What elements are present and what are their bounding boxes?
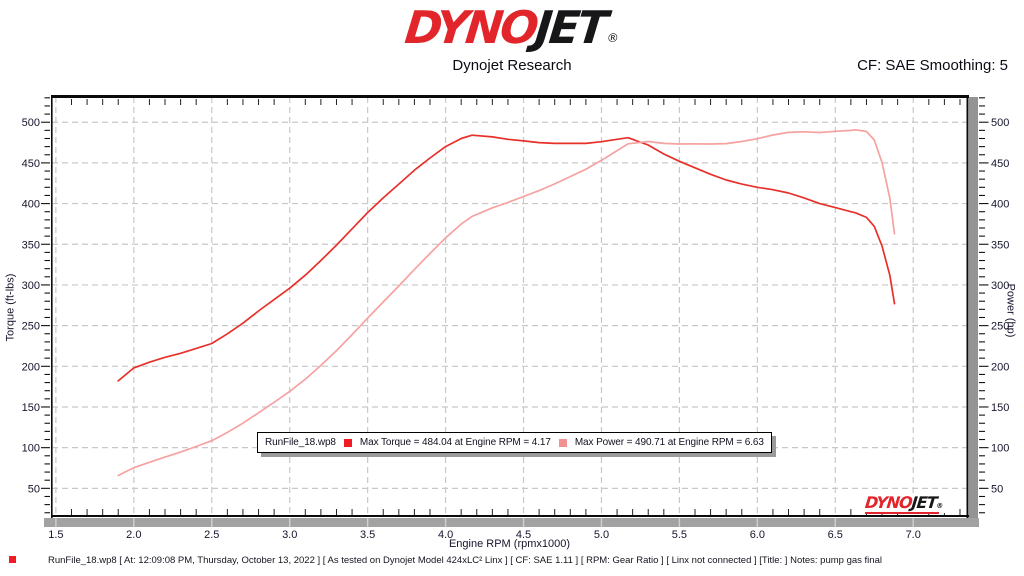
svg-text:250: 250	[22, 321, 40, 333]
power-swatch	[558, 438, 567, 447]
y-axis-ticks: 50 50 100 100 150 150 200 200 250 250 300 300 350 350…	[22, 97, 1009, 514]
svg-text:3.0: 3.0	[282, 529, 297, 541]
dynojet-watermark: DYNOJET®	[861, 493, 948, 514]
svg-text:500: 500	[22, 117, 40, 129]
svg-text:350: 350	[22, 239, 40, 251]
gridlines	[52, 97, 967, 516]
svg-text:1.5: 1.5	[48, 529, 63, 541]
torque-swatch	[343, 438, 352, 447]
max-power-label: Max Power = 490.71 at Engine RPM = 6.63	[574, 437, 764, 448]
svg-text:150: 150	[22, 402, 40, 414]
svg-text:6.5: 6.5	[828, 529, 843, 541]
svg-text:300: 300	[991, 280, 1009, 292]
x-axis-ticks: 1.5 2.0 2.5 3.0 3.5 4.0 4.5 5.0 5.5 6.0 6.5 7.0	[48, 518, 921, 541]
svg-text:350: 350	[991, 239, 1009, 251]
svg-text:100: 100	[22, 443, 40, 455]
legend-file-name: RunFile_18.wp8	[265, 437, 336, 448]
svg-text:4.5: 4.5	[516, 529, 531, 541]
svg-text:400: 400	[991, 199, 1009, 211]
watermark-registered-icon: ®	[935, 502, 944, 510]
svg-text:7.0: 7.0	[906, 529, 921, 541]
svg-text:3.5: 3.5	[360, 529, 375, 541]
watermark-red-underline	[864, 511, 940, 514]
watermark-jet-text: JET	[910, 493, 938, 512]
svg-text:50: 50	[991, 483, 1003, 495]
run-color-swatch	[9, 556, 16, 563]
torque-axis-title: Torque (ft-lbs)	[4, 273, 17, 342]
rpm-axis-title: Engine RPM (rpmx1000)	[448, 538, 571, 550]
status-bar: RunFile_18.wp8 [ At: 12:09:08 PM, Thursd…	[0, 551, 1024, 576]
run-info-text: RunFile_18.wp8 [ At: 12:09:08 PM, Thursd…	[48, 555, 882, 566]
svg-text:50: 50	[28, 483, 40, 495]
svg-text:150: 150	[991, 402, 1009, 414]
svg-text:6.0: 6.0	[750, 529, 765, 541]
svg-text:4.0: 4.0	[438, 529, 453, 541]
svg-text:100: 100	[991, 443, 1009, 455]
power-axis-title: Power (hp)	[1004, 283, 1017, 338]
svg-text:200: 200	[22, 361, 40, 373]
legend-box[interactable]: RunFile_18.wp8 Max Torque = 484.04 at En…	[257, 432, 772, 453]
svg-text:450: 450	[22, 158, 40, 170]
svg-text:5.5: 5.5	[672, 529, 687, 541]
svg-text:500: 500	[991, 117, 1009, 129]
svg-text:450: 450	[991, 158, 1009, 170]
svg-text:300: 300	[22, 280, 40, 292]
cf-smoothing-label: CF: SAE Smoothing: 5	[857, 57, 1008, 74]
torque-curve	[117, 134, 896, 382]
svg-text:2.5: 2.5	[204, 529, 219, 541]
svg-text:5.0: 5.0	[594, 529, 609, 541]
max-torque-label: Max Torque = 484.04 at Engine RPM = 4.17	[359, 437, 551, 448]
svg-text:2.0: 2.0	[126, 529, 141, 541]
svg-text:200: 200	[991, 361, 1009, 373]
power-curve	[117, 128, 896, 477]
svg-text:250: 250	[991, 321, 1009, 333]
company-subtitle: Dynojet Research	[452, 57, 572, 74]
svg-text:400: 400	[22, 199, 40, 211]
axis-scroll-strips[interactable]	[44, 97, 979, 527]
watermark-dyno-text: DYNO	[864, 493, 913, 512]
plot-border	[51, 95, 969, 518]
inner-minor-ticks	[70, 99, 961, 515]
